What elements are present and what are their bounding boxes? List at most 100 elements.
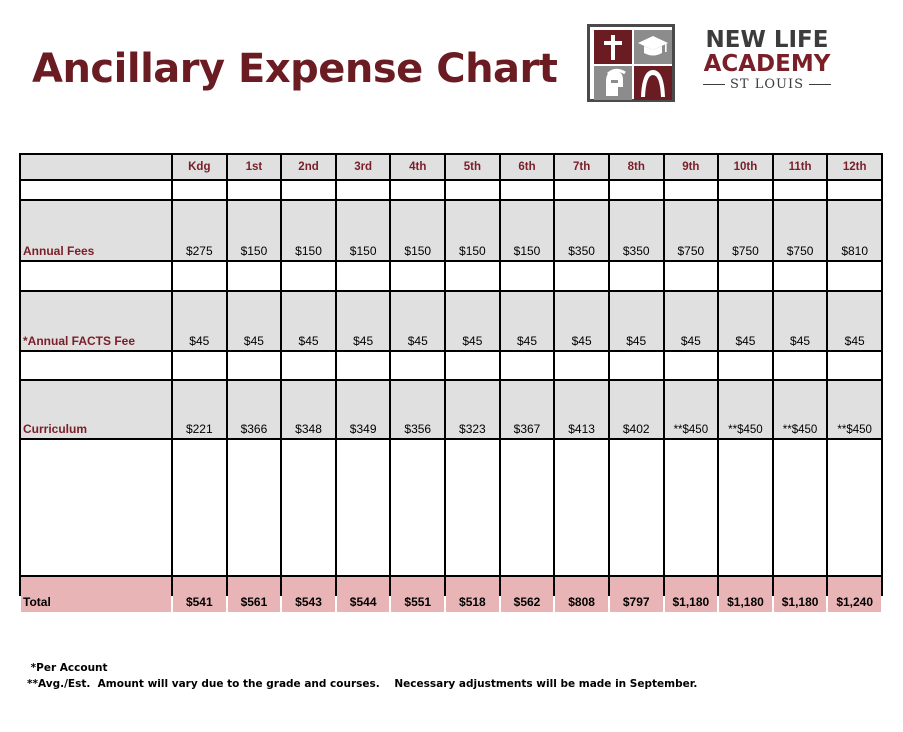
- column-header: 2nd: [282, 155, 335, 179]
- spacer-cell: [336, 262, 390, 290]
- spacer-cell: [21, 181, 171, 199]
- total-cell: $543: [282, 577, 335, 612]
- spacer-cell: [173, 352, 226, 379]
- spacer-cell: [336, 352, 390, 379]
- spartan-helmet-icon: [594, 66, 632, 100]
- column-header: 12th: [828, 155, 881, 179]
- column-header: 4th: [391, 155, 445, 179]
- spacer-cell: [173, 181, 226, 199]
- total-cell: $518: [446, 577, 499, 612]
- blank-cell: [446, 440, 499, 575]
- blank-cell: [773, 440, 827, 575]
- spacer-cell: [446, 181, 499, 199]
- blank-cell: [664, 440, 718, 575]
- table-cell: $45: [500, 292, 554, 350]
- column-header: 6th: [500, 155, 554, 179]
- total-cell: $808: [555, 577, 608, 612]
- spacer-cell: [500, 352, 554, 379]
- table-cell: $45: [664, 292, 718, 350]
- spacer-cell: [609, 181, 663, 199]
- blank-cell: [555, 440, 608, 575]
- blank-cell: [227, 440, 281, 575]
- column-header: 8th: [609, 155, 663, 179]
- table-cell: $402: [609, 381, 663, 438]
- spacer-cell: [609, 352, 663, 379]
- spacer-cell: [227, 181, 281, 199]
- total-cell: $551: [391, 577, 445, 612]
- table-cell: $350: [555, 201, 608, 260]
- spacer-cell: [227, 262, 281, 290]
- expense-table: Kdg 1st 2nd 3rd 4th 5th 6th 7th 8th 9th 10th 11th 12…: [19, 153, 883, 612]
- table-cell: $150: [282, 201, 335, 260]
- blank-cell: [21, 440, 171, 575]
- table-cell: $350: [609, 201, 663, 260]
- blank-cell: [282, 440, 335, 575]
- spacer-cell: [773, 352, 827, 379]
- spacer-cell: [391, 352, 445, 379]
- table-cell: $150: [500, 201, 554, 260]
- footnote-per-account: *Per Account: [27, 662, 108, 674]
- column-header: 10th: [719, 155, 772, 179]
- blank-cell: [391, 440, 445, 575]
- table-cell: $275: [173, 201, 226, 260]
- table-cell: $810: [828, 201, 881, 260]
- table-cell: $221: [173, 381, 226, 438]
- table-cell: $356: [391, 381, 445, 438]
- row-label: *Annual FACTS Fee: [21, 292, 171, 350]
- table-cell: $45: [828, 292, 881, 350]
- blank-cell: [719, 440, 772, 575]
- spacer-cell: [773, 181, 827, 199]
- table-cell: $45: [609, 292, 663, 350]
- spacer-cell: [227, 352, 281, 379]
- spacer-cell: [828, 181, 881, 199]
- column-header: Kdg: [173, 155, 226, 179]
- blank-cell: [609, 440, 663, 575]
- table-cell: $45: [336, 292, 390, 350]
- table-cell: $750: [664, 201, 718, 260]
- spacer-cell: [828, 352, 881, 379]
- table-cell: **$450: [719, 381, 772, 438]
- total-cell: $1,240: [828, 577, 881, 612]
- spacer-cell: [555, 181, 608, 199]
- table-cell: $45: [446, 292, 499, 350]
- table-cell: $45: [391, 292, 445, 350]
- column-header: 3rd: [336, 155, 390, 179]
- spacer-cell: [719, 352, 772, 379]
- header-corner-cell: [21, 155, 171, 179]
- spacer-cell: [391, 262, 445, 290]
- total-cell: $797: [609, 577, 663, 612]
- spacer-cell: [282, 262, 335, 290]
- blank-cell: [500, 440, 554, 575]
- spacer-cell: [446, 352, 499, 379]
- total-cell: $1,180: [773, 577, 827, 612]
- logo-emblem: [587, 24, 675, 102]
- footnote-estimate: **Avg./Est. Amount will vary due to the …: [27, 678, 698, 690]
- column-header: 11th: [773, 155, 827, 179]
- logo-wordmark: NEW LIFE ACADEMY ST LOUIS: [687, 28, 847, 94]
- table-cell: $45: [227, 292, 281, 350]
- spacer-cell: [21, 352, 171, 379]
- spacer-cell: [282, 352, 335, 379]
- blank-cell: [336, 440, 390, 575]
- spacer-cell: [282, 181, 335, 199]
- table-cell: $45: [173, 292, 226, 350]
- spacer-cell: [719, 181, 772, 199]
- spacer-cell: [500, 181, 554, 199]
- school-logo: NEW LIFE ACADEMY ST LOUIS: [587, 24, 847, 108]
- spacer-cell: [336, 181, 390, 199]
- table-cell: $750: [719, 201, 772, 260]
- spacer-cell: [173, 262, 226, 290]
- spacer-cell: [609, 262, 663, 290]
- table-cell: $150: [336, 201, 390, 260]
- page-title: Ancillary Expense Chart: [32, 46, 558, 92]
- spacer-cell: [555, 352, 608, 379]
- total-cell: $541: [173, 577, 226, 612]
- footnotes: *Per Account **Avg./Est. Amount will vary…: [27, 660, 697, 692]
- total-cell: $1,180: [719, 577, 772, 612]
- table-cell: $150: [391, 201, 445, 260]
- graduation-cap-icon: [634, 30, 672, 64]
- spacer-cell: [446, 262, 499, 290]
- table-cell: $45: [555, 292, 608, 350]
- spacer-cell: [664, 352, 718, 379]
- spacer-cell: [719, 262, 772, 290]
